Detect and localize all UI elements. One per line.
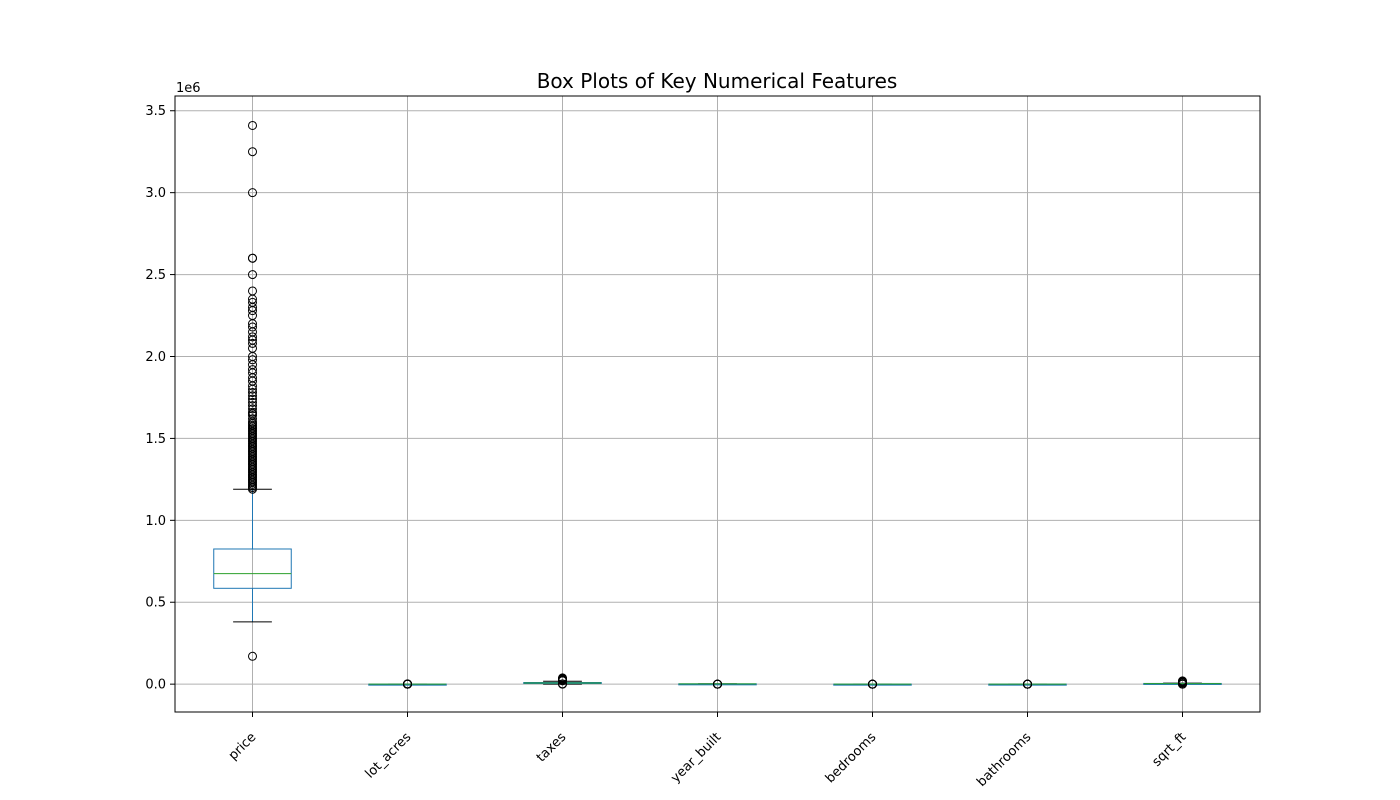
outlier-point (248, 355, 257, 365)
outlier-point (248, 651, 257, 661)
y-tick-label: 1.0 (145, 514, 166, 529)
outlier-point (248, 297, 257, 307)
y-tick-label: 2.5 (145, 268, 166, 283)
grid-layer (175, 96, 1260, 712)
outlier-point (248, 407, 257, 417)
y-tick-label: 3.5 (145, 104, 166, 119)
outlier-point (248, 394, 257, 404)
x-tick-label: bathrooms (974, 730, 1034, 790)
outlier-point (248, 332, 257, 342)
box-price (213, 120, 292, 661)
x-tick-label: price (226, 730, 259, 763)
outlier-point (248, 365, 257, 375)
box-lot_acres (368, 679, 447, 689)
outlier-point (248, 147, 257, 157)
chart-title: Box Plots of Key Numerical Features (537, 69, 898, 93)
x-tick-label: bedrooms (823, 730, 880, 787)
box-year_built (678, 679, 757, 689)
y-tick-label: 3.0 (145, 186, 166, 201)
outlier-point (248, 338, 257, 348)
box-layer (213, 120, 1222, 689)
outlier-point (558, 679, 567, 689)
outlier-point (248, 253, 257, 263)
outlier-point (248, 414, 257, 424)
y-tick-label: 2.0 (145, 350, 166, 365)
outlier-point (248, 388, 257, 398)
box-sqrt_ft (1143, 676, 1222, 689)
y-axis-offset-label: 1e6 (176, 81, 201, 96)
outlier-point (1178, 676, 1187, 686)
axis-layer: 0.0 0.5 1.0 1.5 2.0 2.5 3.0 3.5 price lot_acres ta… (145, 104, 1189, 790)
x-tick-label: taxes (534, 730, 570, 766)
box-bathrooms (988, 679, 1067, 689)
x-tick-label: year_built (668, 730, 724, 786)
outlier-point (403, 679, 412, 689)
iqr-box (213, 548, 292, 589)
outlier-point (248, 391, 257, 401)
outlier-point (248, 404, 257, 414)
outlier-point (248, 401, 257, 411)
outlier-point (558, 673, 567, 683)
y-tick-label: 0.0 (145, 678, 166, 693)
outlier-point (1023, 679, 1032, 689)
outlier-point (248, 397, 257, 407)
x-tick-label: lot_acres (363, 730, 415, 782)
box-bedrooms (833, 679, 912, 689)
outlier-point (248, 322, 257, 332)
outlier-point (248, 286, 257, 296)
outlier-point (248, 120, 257, 130)
y-tick-label: 0.5 (145, 596, 166, 611)
outlier-point (248, 270, 257, 280)
y-tick-label: 1.5 (145, 432, 166, 447)
outlier-point (868, 679, 877, 689)
outlier-point (248, 188, 257, 198)
outlier-point (713, 679, 722, 689)
x-tick-label: sqrt_ft (1149, 730, 1189, 770)
box-taxes (523, 673, 602, 689)
